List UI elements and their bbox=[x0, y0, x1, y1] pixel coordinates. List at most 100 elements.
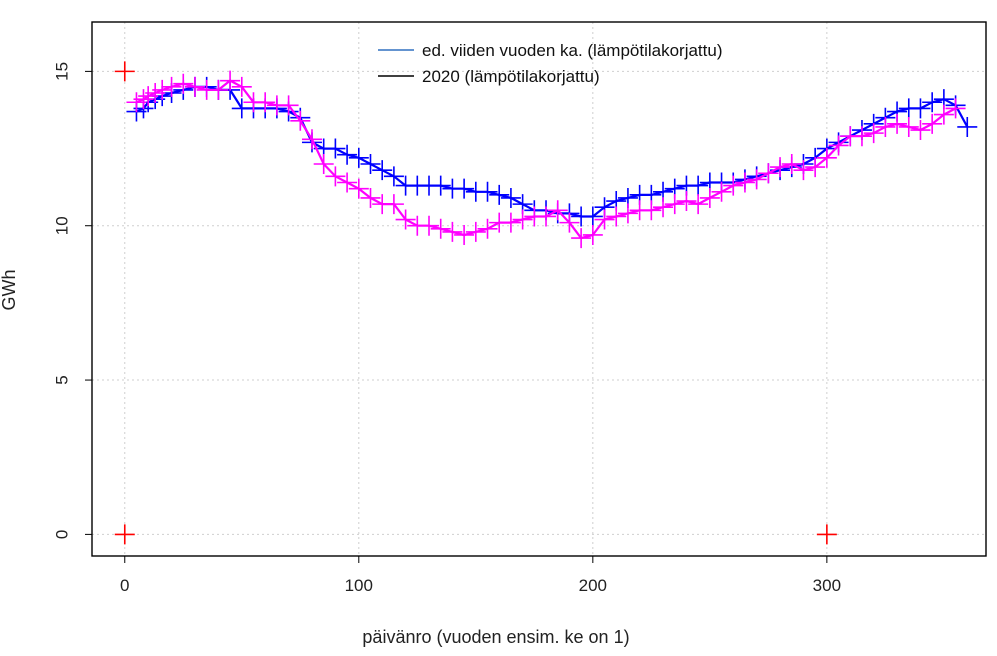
point-s1-70 bbox=[922, 113, 943, 134]
series-layer bbox=[114, 61, 978, 545]
point-s0-30 bbox=[454, 178, 475, 199]
point-s1-56 bbox=[758, 163, 779, 184]
point-s1-51 bbox=[699, 187, 720, 208]
point-s1-42 bbox=[594, 209, 615, 230]
point-s1-58 bbox=[781, 153, 802, 174]
point-s1-50 bbox=[688, 194, 709, 215]
point-s0-32 bbox=[477, 181, 498, 202]
x-tick-label-2: 200 bbox=[579, 576, 607, 595]
point-s2-2 bbox=[816, 524, 837, 545]
point-s1-31 bbox=[465, 221, 486, 242]
point-s1-4 bbox=[152, 79, 173, 100]
point-s2-1 bbox=[114, 524, 135, 545]
y-tick-label-3: 15 bbox=[52, 62, 71, 81]
point-s1-54 bbox=[734, 172, 755, 193]
legend-label-average: ed. viiden vuoden ka. (lämpötilakorjattu… bbox=[422, 41, 723, 60]
point-s0-20 bbox=[337, 144, 358, 165]
point-s0-33 bbox=[489, 184, 510, 205]
point-s1-21 bbox=[348, 178, 369, 199]
x-tick-label-1: 100 bbox=[345, 576, 373, 595]
point-s1-40 bbox=[571, 228, 592, 249]
point-s0-73 bbox=[957, 116, 978, 137]
point-s1-49 bbox=[676, 191, 697, 212]
point-s0-34 bbox=[500, 187, 521, 208]
point-s1-17 bbox=[301, 129, 322, 150]
point-s1-32 bbox=[477, 218, 498, 239]
point-s1-30 bbox=[454, 224, 475, 245]
series-1 bbox=[126, 70, 966, 249]
point-s1-15 bbox=[278, 95, 299, 116]
point-s1-47 bbox=[653, 197, 674, 218]
point-s0-69 bbox=[910, 98, 931, 119]
point-s1-19 bbox=[325, 166, 346, 187]
y-tick-label-0: 0 bbox=[52, 530, 71, 539]
point-s1-37 bbox=[536, 206, 557, 227]
legend: ed. viiden vuoden ka. (lämpötilakorjattu… bbox=[378, 41, 723, 86]
point-s0-23 bbox=[372, 160, 393, 181]
point-s0-22 bbox=[360, 153, 381, 174]
point-s2-0 bbox=[114, 61, 135, 82]
point-s1-52 bbox=[711, 181, 732, 202]
point-s1-57 bbox=[770, 157, 791, 178]
point-s1-7 bbox=[184, 76, 205, 97]
point-s1-11 bbox=[231, 76, 252, 97]
point-s1-16 bbox=[290, 110, 311, 131]
point-s1-61 bbox=[816, 147, 837, 168]
point-s1-24 bbox=[383, 194, 404, 215]
point-s0-19 bbox=[325, 138, 346, 159]
point-s1-9 bbox=[208, 79, 229, 100]
point-s1-13 bbox=[255, 92, 276, 113]
y-tick-label-1: 5 bbox=[52, 375, 71, 384]
grid bbox=[92, 22, 986, 556]
point-s1-25 bbox=[395, 209, 416, 230]
y-axis-title: GWh bbox=[0, 269, 19, 310]
point-s1-6 bbox=[173, 73, 194, 94]
point-s1-66 bbox=[875, 116, 896, 137]
point-s1-53 bbox=[723, 175, 744, 196]
point-s1-35 bbox=[512, 209, 533, 230]
point-s1-43 bbox=[606, 206, 627, 227]
point-s0-21 bbox=[348, 147, 369, 168]
point-s1-62 bbox=[828, 135, 849, 156]
point-s1-55 bbox=[746, 169, 767, 190]
point-s1-41 bbox=[582, 224, 603, 245]
point-s1-67 bbox=[887, 113, 908, 134]
point-s1-29 bbox=[442, 221, 463, 242]
point-s1-5 bbox=[161, 76, 182, 97]
point-s1-39 bbox=[559, 212, 580, 233]
point-s0-28 bbox=[430, 175, 451, 196]
point-s1-59 bbox=[793, 160, 814, 181]
point-s1-1 bbox=[133, 89, 154, 110]
point-s1-71 bbox=[933, 104, 954, 125]
point-s1-69 bbox=[910, 120, 931, 141]
point-s0-70 bbox=[922, 92, 943, 113]
point-s1-48 bbox=[664, 194, 685, 215]
axes: 0 100 200 300 0 5 10 15 bbox=[52, 62, 841, 595]
x-tick-label-3: 300 bbox=[813, 576, 841, 595]
point-s1-72 bbox=[945, 98, 966, 119]
plot-frame bbox=[91, 21, 987, 557]
point-s0-24 bbox=[383, 166, 404, 187]
point-s1-28 bbox=[430, 218, 451, 239]
point-s1-60 bbox=[805, 157, 826, 178]
x-axis-title: päivänro (vuoden ensim. ke on 1) bbox=[362, 627, 629, 647]
point-s0-41 bbox=[582, 206, 603, 227]
point-s1-20 bbox=[337, 172, 358, 193]
point-s1-34 bbox=[500, 212, 521, 233]
point-s1-22 bbox=[360, 187, 381, 208]
point-s0-50 bbox=[688, 175, 709, 196]
point-s1-38 bbox=[547, 200, 568, 221]
point-s1-27 bbox=[419, 215, 440, 236]
point-s1-46 bbox=[641, 200, 662, 221]
y-tick-label-2: 10 bbox=[52, 216, 71, 235]
point-s1-18 bbox=[313, 153, 334, 174]
point-s1-64 bbox=[851, 126, 872, 147]
point-s1-68 bbox=[898, 116, 919, 137]
x-tick-label-0: 0 bbox=[120, 576, 129, 595]
point-s1-10 bbox=[220, 70, 241, 91]
point-s1-65 bbox=[863, 123, 884, 144]
point-s1-44 bbox=[617, 203, 638, 224]
series-2 bbox=[114, 61, 837, 545]
